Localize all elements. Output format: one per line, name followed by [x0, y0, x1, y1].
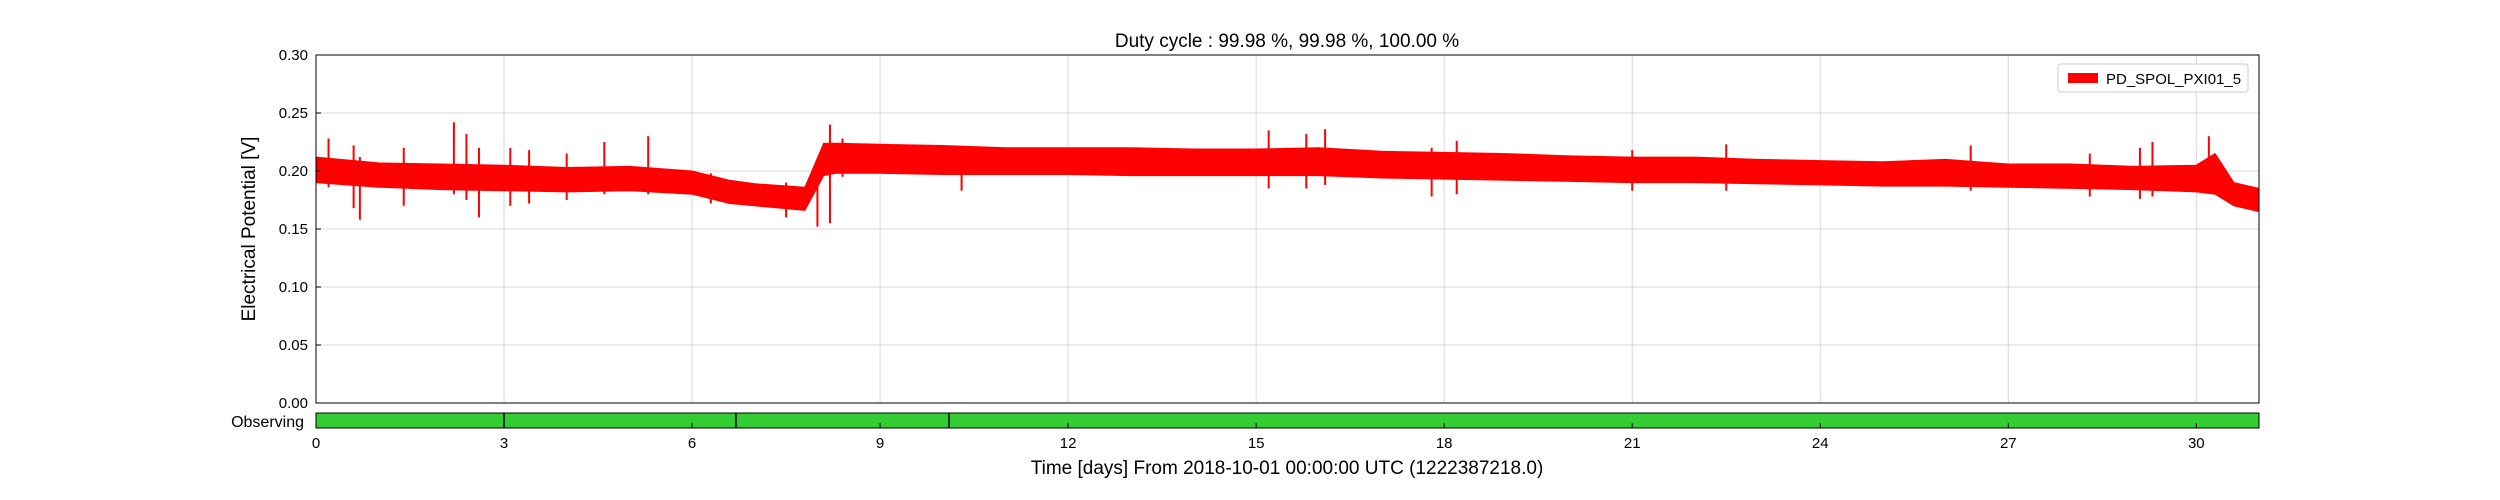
segment-frame	[315, 412, 2260, 429]
main-axes: 0.00 0.05 0.10 0.15 0.20 0.25 0.30 Electrical …	[239, 47, 2260, 412]
x-tick-label: 3	[500, 435, 508, 452]
series-pd-spol-pxi01-5	[315, 122, 2260, 227]
x-tick-label: 12	[1060, 435, 1077, 452]
x-tick-label: 21	[1624, 435, 1641, 452]
x-tick-label: 18	[1436, 435, 1453, 452]
legend-label: PD_SPOL_PXI01_5	[2106, 71, 2241, 88]
x-axis-label: Time [days] From 2018-10-01 00:00:00 UTC…	[1031, 458, 1544, 479]
y-tick-label: 0.10	[279, 279, 308, 296]
x-tick-label: 24	[1812, 435, 1829, 452]
x-tick-label: 0	[312, 435, 320, 452]
legend-swatch	[2068, 73, 2098, 83]
y-tick-label: 0.15	[279, 221, 308, 238]
y-tick-label: 0.25	[279, 105, 308, 122]
y-tick-label: 0.00	[279, 395, 308, 412]
x-tick-label: 30	[2188, 435, 2205, 452]
y-tick-label: 0.30	[279, 47, 308, 64]
x-tick-label: 27	[2000, 435, 2017, 452]
chart-title: Duty cycle : 99.98 %, 99.98 %, 100.00 %	[1115, 31, 1459, 52]
legend-box	[2057, 63, 2249, 93]
x-axis-ticks: 0 3 6 9 12 15 18 21 24 27 30	[312, 423, 2205, 452]
x-tick-label: 15	[1248, 435, 1265, 452]
legend: PD_SPOL_PXI01_5	[2057, 63, 2249, 93]
y-axis-label: Electrical Potential [V]	[239, 137, 260, 322]
y-tick-label: 0.05	[279, 337, 308, 354]
y-tick-label: 0.20	[279, 163, 308, 180]
segment-axes: Observing 0 3 6 9 12 15 18 21 24 27 30	[231, 412, 2260, 452]
x-tick-label: 9	[876, 435, 884, 452]
segment-label: Observing	[231, 414, 304, 431]
x-tick-label: 6	[688, 435, 696, 452]
observing-segment-bar	[316, 413, 2259, 428]
y-axis-ticks: 0.00 0.05 0.10 0.15 0.20 0.25 0.30	[279, 47, 321, 412]
